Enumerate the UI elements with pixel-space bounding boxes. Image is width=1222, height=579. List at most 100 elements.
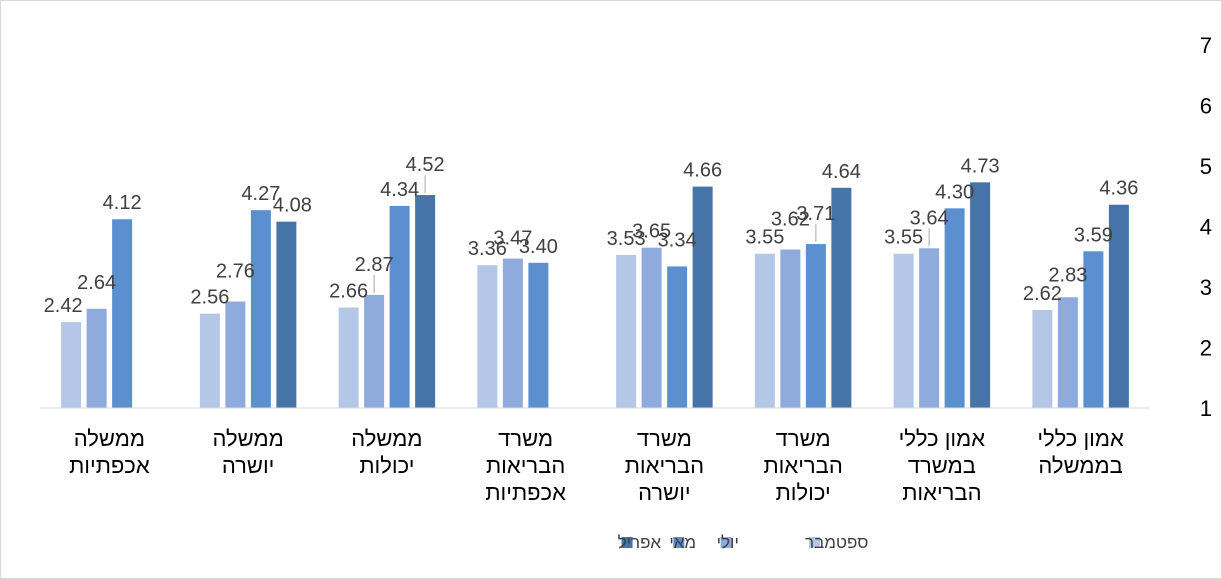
bar [616,254,637,408]
bar [338,307,359,408]
legend-label: מאי [669,533,696,552]
legend-label: יולי [717,533,739,552]
bar [199,313,220,408]
category-label-line: אכפתיות [69,453,150,478]
bar [1108,204,1129,408]
data-label: 3.64 [910,207,949,229]
category-label-line: משרד [776,426,831,451]
bar [667,266,688,408]
bar [528,262,549,408]
legend-label: ספטמבר [805,533,868,552]
bar [1057,297,1078,408]
category-label: אמון כללי בממשלה [1037,426,1124,478]
data-label: 2.83 [1048,264,1087,286]
bar [1032,309,1053,408]
category-label-line: אכפתיות [485,480,566,505]
y-tick-label: 2 [1200,336,1212,361]
bar [831,187,852,408]
category-label-line: יכולות [359,453,414,478]
y-tick-label: 1 [1200,396,1212,421]
y-tick-label: 7 [1200,33,1212,58]
bar [754,253,775,408]
data-label: 3.36 [468,238,507,260]
category-label-line: יושרה [638,480,691,505]
data-label: 4.66 [683,160,722,182]
y-tick-label: 5 [1200,154,1212,179]
category-label-line: הבריאות [763,453,842,478]
category-label: משרד הבריאות יכולות [763,426,842,505]
data-label: 4.73 [961,155,1000,177]
bar [944,208,965,408]
category-label-line: יושרה [222,453,275,478]
category-label-line: אמון כללי [1037,426,1124,451]
legend-swatch [621,537,633,548]
category-label-line: הבריאות [902,480,981,505]
bar [502,258,523,408]
data-label: 2.64 [77,272,116,294]
data-label: 3.53 [607,228,646,250]
bar [112,219,133,408]
bar [86,308,107,408]
category-label-line: ממשלה [351,426,422,451]
category-label-line: ממשלה [213,426,284,451]
data-label: 2.56 [190,287,229,309]
data-label: 4.27 [241,183,280,205]
category-label-line: אמון כללי [899,426,986,451]
category-label-line: משרד [498,426,553,451]
bar [61,322,82,408]
category-label-line: הבריאות [625,453,704,478]
data-label: 3.47 [493,228,532,250]
data-label: 4.34 [380,179,419,201]
data-label: 4.30 [935,181,974,203]
data-label: 4.08 [273,195,312,217]
data-label: 4.52 [406,154,445,176]
category-label: ממשלה יושרה [213,426,284,478]
category-label: ממשלה אכפתיות [69,426,150,478]
category-label: אמון כללי במשרד הבריאות [899,426,986,505]
y-axis-ticks: 1 2 3 4 5 6 7 [1200,33,1212,421]
bar [641,247,662,408]
data-label: 3.62 [771,208,810,230]
legend-swatch [720,537,732,548]
leader-lines-layer [373,175,930,293]
category-label-line: ממשלה [74,426,145,451]
data-label: 2.66 [329,281,368,303]
bar [364,294,385,408]
data-label: 2.62 [1023,283,1062,305]
category-label: משרד הבריאות אכפתיות [485,426,566,505]
bar [276,221,297,408]
bar [225,301,246,408]
category-label-line: משרד [637,426,692,451]
data-label: 3.55 [745,227,784,249]
data-label: 3.40 [519,236,558,258]
data-label: 2.76 [216,261,255,283]
data-label: 4.64 [822,161,861,183]
bar [1083,251,1104,408]
bar [250,210,271,408]
category-label-line: יכולות [776,480,831,505]
category-label: ממשלה יכולות [351,426,422,478]
bar [477,265,498,408]
category-label-line: בממשלה [1038,453,1122,478]
data-label: 2.42 [44,295,83,317]
data-label: 3.59 [1074,224,1113,246]
data-label: 2.87 [355,254,394,276]
legend-label: אפריל [618,533,662,552]
category-label-line: במשרד [908,453,976,478]
y-tick-label: 6 [1200,94,1212,119]
data-label: 4.12 [103,192,142,214]
data-label: 3.71 [796,203,835,225]
y-tick-label: 4 [1200,215,1212,240]
bar [389,205,410,408]
data-label: 3.55 [884,227,923,249]
bar [919,248,940,408]
category-label: משרד הבריאות יושרה [625,426,704,505]
bar [692,186,713,408]
bar [805,244,826,408]
legend-swatch [809,537,820,548]
data-label: 3.65 [632,221,671,243]
